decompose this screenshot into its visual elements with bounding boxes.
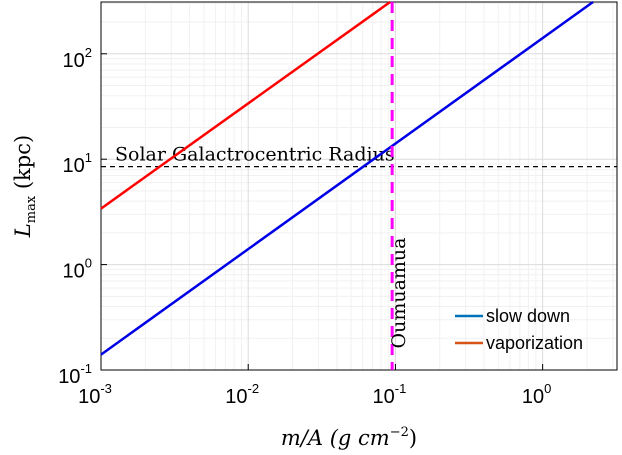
y-tick-base: 10 xyxy=(63,261,85,283)
x-axis-title: m/A (g cm−2) xyxy=(281,425,417,450)
y-axis-title: Lmax (kpc) xyxy=(11,135,39,238)
legend-label-vaporization: vaporization xyxy=(486,333,583,353)
minor-grid xyxy=(101,2,617,370)
x-tick-base: 10 xyxy=(522,386,544,408)
y-axis-title-unit: (kpc) xyxy=(11,135,35,196)
solar-radius-label: Solar Galactrocentric Radius xyxy=(115,144,395,166)
legend-label-slow-down: slow down xyxy=(486,306,570,326)
x-tick-base: 10 xyxy=(225,386,247,408)
plot-area xyxy=(100,1,618,371)
x-axis-title-main: m/A (g cm xyxy=(281,426,390,450)
x-tick-label: 100 xyxy=(522,381,551,408)
x-tick-exponent: -1 xyxy=(395,381,407,396)
y-tick-exponent: -1 xyxy=(80,361,92,376)
y-tick-label: 100 xyxy=(63,256,92,283)
y-axis-title-main: L xyxy=(11,223,35,238)
y-tick-base: 10 xyxy=(58,366,80,388)
x-tick-exponent: 0 xyxy=(544,381,551,396)
data-series xyxy=(100,0,594,356)
y-tick-label: 10-1 xyxy=(58,361,92,388)
y-tick-exponent: 1 xyxy=(85,150,92,165)
y-axis-title-subscript: max xyxy=(24,195,39,223)
x-tick-exponent: -2 xyxy=(248,381,260,396)
x-tick-exponent: -3 xyxy=(100,381,112,396)
legend: slow down vaporization xyxy=(455,306,583,353)
axis-ticks xyxy=(100,53,544,371)
series-line-slow-down xyxy=(100,0,594,356)
x-axis-title-close: ) xyxy=(409,426,417,450)
x-axis-title-exponent: −2 xyxy=(390,425,409,440)
y-tick-base: 10 xyxy=(63,50,85,72)
x-tick-base: 10 xyxy=(78,386,100,408)
oumuamua-label: Oumuamua xyxy=(388,238,410,349)
x-tick-base: 10 xyxy=(373,386,395,408)
x-tick-label: 10-2 xyxy=(225,381,259,408)
y-tick-base: 10 xyxy=(63,155,85,177)
y-tick-exponent: 0 xyxy=(85,256,92,271)
x-tick-label: 10-3 xyxy=(78,381,112,408)
y-tick-label: 102 xyxy=(63,45,92,72)
series-line-vaporization xyxy=(100,0,391,210)
x-tick-label: 10-1 xyxy=(373,381,407,408)
y-tick-exponent: 2 xyxy=(85,45,92,60)
x-tick-labels: 10-3 10-2 10-1 100 xyxy=(78,381,551,408)
y-tick-label: 101 xyxy=(63,150,92,177)
